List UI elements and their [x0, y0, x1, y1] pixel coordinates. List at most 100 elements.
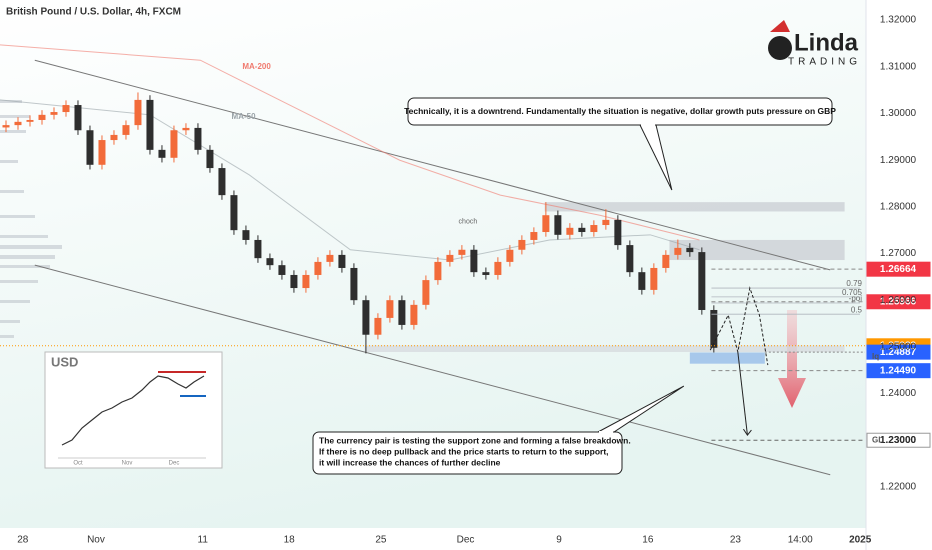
candle-body — [122, 125, 130, 135]
candle-body — [218, 168, 226, 196]
candle-body — [206, 149, 214, 169]
price-tag — [866, 344, 931, 360]
level-name: lq — [872, 352, 879, 361]
volume-profile — [0, 100, 62, 338]
candle-body — [542, 215, 550, 233]
price-tag — [866, 432, 931, 448]
y-tick-label: 1.27000 — [880, 248, 917, 259]
candle-body — [374, 317, 382, 335]
candle-body — [554, 215, 562, 235]
candle-body — [266, 258, 274, 266]
candle-body — [2, 125, 10, 128]
price-tag — [866, 261, 931, 277]
candle-body — [86, 130, 94, 165]
zone — [689, 352, 765, 364]
annotation: choch — [459, 219, 478, 226]
candle-body — [530, 232, 538, 240]
trendline — [34, 264, 831, 476]
price-tag-label: 1.26664 — [880, 264, 917, 275]
inset-month: Nov — [122, 461, 133, 467]
projection-dashed — [709, 286, 769, 366]
candle-body — [182, 127, 190, 131]
candle-body — [242, 230, 250, 240]
x-tick-label: 11 — [198, 535, 209, 546]
y-tick-label: 1.32000 — [880, 15, 917, 26]
ma-label: MA-50 — [232, 112, 257, 121]
y-tick-label: 1.25000 — [880, 342, 917, 353]
candle-body — [98, 140, 106, 165]
candle-body — [434, 261, 442, 281]
fib-label: -poi — [849, 294, 863, 303]
candle-body — [674, 247, 682, 255]
candle-body — [602, 219, 610, 226]
y-tick-label: 1.31000 — [880, 61, 917, 72]
price-tag — [866, 363, 931, 379]
inset-chart: USD Oct Nov Dec — [44, 351, 223, 469]
callout-text: If there is no deep pullback and the pri… — [319, 446, 609, 456]
candle-body — [518, 239, 526, 250]
candle-body — [50, 112, 58, 115]
candle-body — [566, 227, 574, 235]
candle-body — [626, 245, 634, 273]
y-tick-label: 1.29000 — [880, 155, 917, 166]
candle-body — [482, 272, 490, 275]
candle-body — [590, 225, 598, 233]
x-tick-label: 25 — [375, 535, 387, 546]
x-tick-label: 16 — [642, 535, 654, 546]
projection-arrowhead — [743, 428, 752, 436]
price-tag-label: 1.24887 — [880, 347, 917, 358]
time-axis-background — [0, 528, 866, 550]
level-name: GL — [872, 435, 883, 444]
candle-body — [110, 134, 118, 141]
inset-line — [61, 375, 205, 446]
logo-hat — [770, 20, 790, 32]
candle-body — [338, 254, 346, 268]
candle-body — [314, 261, 322, 275]
candle-body — [398, 300, 406, 325]
candle-body — [506, 249, 514, 262]
candle-body — [302, 274, 310, 289]
candle-body — [650, 267, 658, 290]
x-tick-label: 2025 — [849, 535, 872, 546]
candle-body — [638, 272, 646, 290]
callout-text: Technically, it is a downtrend. Fundamen… — [404, 106, 836, 116]
candle-body — [494, 261, 502, 275]
x-tick-label: 23 — [730, 535, 742, 546]
zone — [669, 239, 845, 261]
y-tick-label: 1.28000 — [880, 201, 917, 212]
candle-body — [362, 300, 370, 335]
forecast-arrow — [778, 310, 806, 408]
logo-name: Linda — [794, 29, 859, 56]
candle-body — [422, 280, 430, 305]
price-tag — [866, 294, 931, 310]
logo: Linda TRADING — [768, 20, 859, 68]
x-tick-label: Dec — [457, 535, 475, 546]
candle-body — [458, 249, 466, 255]
candle-body — [134, 99, 142, 126]
projection-solid — [737, 351, 748, 436]
zone — [544, 202, 845, 212]
y-tick-label: 1.30000 — [880, 108, 917, 119]
moving-average — [0, 44, 700, 241]
price-tag-label: 1.24490 — [880, 365, 917, 376]
candle-body — [26, 119, 34, 122]
x-tick-label: 18 — [284, 535, 296, 546]
candle-body — [446, 254, 454, 262]
candle-body — [686, 247, 694, 253]
ma-label: MA-200 — [242, 62, 271, 71]
logo-icon — [768, 36, 792, 60]
candle-body — [278, 265, 286, 275]
zone — [364, 345, 845, 352]
inset-title: USD — [51, 354, 78, 369]
fib-label: 0.5 — [851, 305, 863, 314]
candle-body — [74, 105, 82, 131]
candle-body — [326, 254, 334, 262]
callout-box — [312, 431, 623, 475]
fib-label: 0.79 — [846, 279, 862, 288]
callout-text: it will increase the chances of further … — [319, 457, 501, 467]
inset-month: Oct — [73, 461, 83, 467]
candle-body — [470, 249, 478, 273]
y-tick-label: 1.23000 — [880, 435, 917, 446]
price-tag-label: 1.25966 — [880, 296, 917, 307]
